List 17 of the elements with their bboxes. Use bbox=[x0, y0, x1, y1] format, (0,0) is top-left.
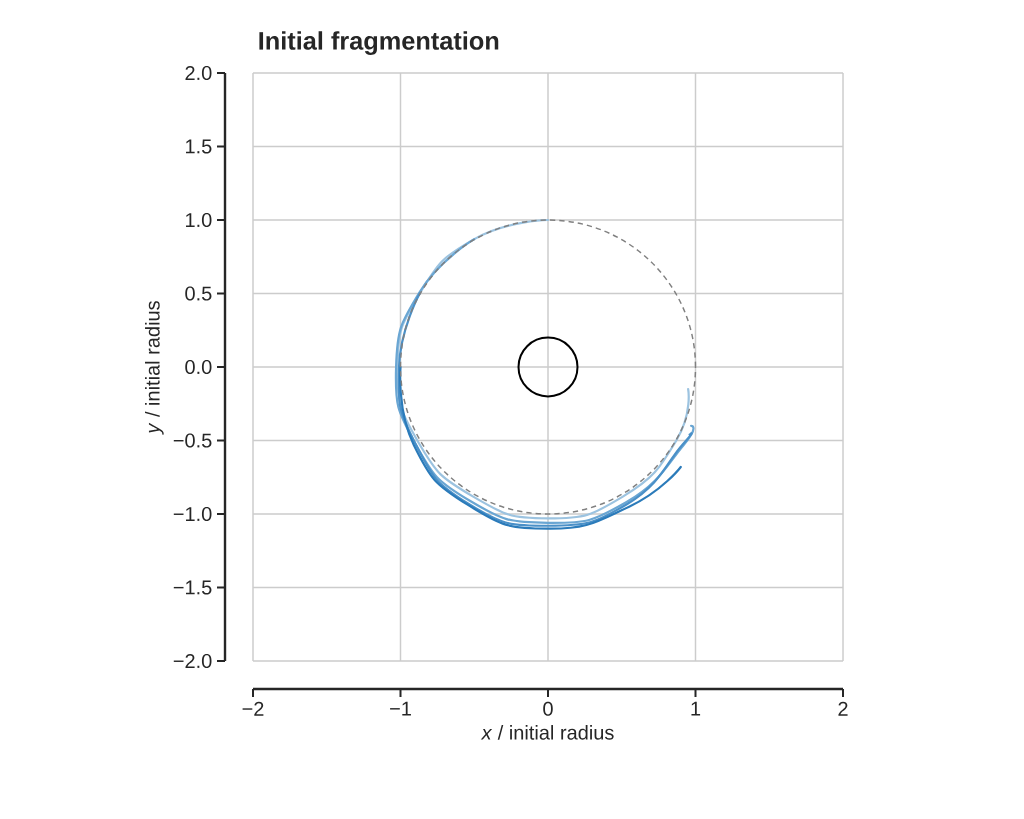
y-tick-label: 0.5 bbox=[185, 286, 212, 301]
y-tick-label: 2.0 bbox=[185, 65, 212, 81]
y-tick-label: 1.5 bbox=[186, 139, 212, 154]
y-tick-label: −2.0 bbox=[173, 653, 212, 669]
x-axis-title: x / initial radius bbox=[480, 725, 614, 740]
y-tick-label: −0.5 bbox=[173, 433, 212, 448]
y-tick-label: 0.0 bbox=[185, 359, 212, 375]
y-tick-label: −1.5 bbox=[173, 580, 212, 595]
y-axis-title: y / initial radius bbox=[145, 301, 164, 435]
y-tick-label: 1.0 bbox=[186, 212, 212, 228]
y-tick-label: −1.0 bbox=[173, 506, 212, 522]
x-tick-label: 0 bbox=[543, 701, 553, 716]
chart-title: Initial fragmentation bbox=[259, 31, 499, 55]
x-tick-label: −2 bbox=[242, 701, 264, 716]
x-tick-label: 1 bbox=[691, 701, 701, 716]
x-tick-label: −1 bbox=[390, 701, 411, 716]
x-tick-label: 2 bbox=[838, 701, 848, 716]
